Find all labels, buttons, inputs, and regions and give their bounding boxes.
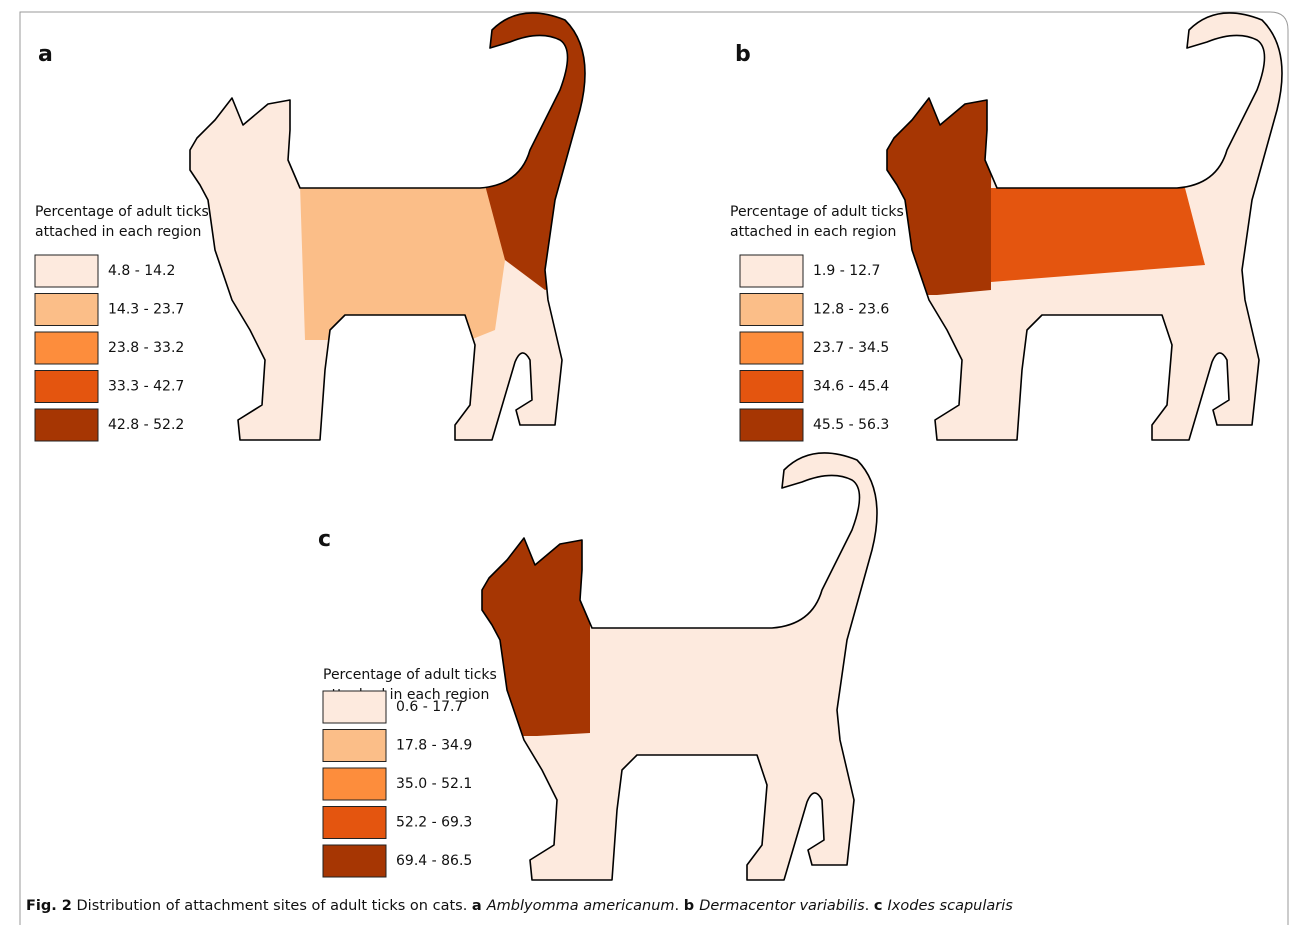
panel-label: c [318, 527, 331, 552]
legend-range: 17.8 - 34.9 [396, 738, 472, 754]
panel-label: b [735, 42, 751, 67]
legend-swatch [323, 807, 386, 839]
legend-swatch [35, 332, 98, 364]
legend-swatch [35, 371, 98, 403]
figure: a Percentage of adult ticks attached in ea… [0, 0, 1293, 925]
caption-part: b [684, 898, 699, 914]
caption-part: Dermacentor variabilis [699, 898, 865, 914]
legend-range: 1.9 - 12.7 [813, 263, 880, 279]
legend-swatch [323, 691, 386, 723]
legend-range: 0.6 - 17.7 [396, 699, 463, 715]
legend-range: 12.8 - 23.6 [813, 302, 889, 318]
caption-part: a [472, 898, 487, 914]
caption-part: Amblyomma americanum [486, 898, 675, 914]
caption: Fig. 2 Distribution of attachment sites … [26, 898, 1013, 914]
legend-range: 35.0 - 52.1 [396, 776, 472, 792]
legend-range: 33.3 - 42.7 [108, 379, 184, 395]
legend-title: Percentage of adult ticks [35, 204, 209, 220]
legend-swatch [740, 409, 803, 441]
legend-range: 45.5 - 56.3 [813, 417, 889, 433]
legend-title: Percentage of adult ticks [323, 667, 497, 683]
legend-range: 69.4 - 86.5 [396, 853, 472, 869]
legend-swatch [740, 332, 803, 364]
panel-label: a [38, 42, 53, 67]
legend-swatch [35, 409, 98, 441]
legend-swatch [35, 294, 98, 326]
legend-title: Percentage of adult ticks [730, 204, 904, 220]
cat-c [442, 440, 942, 900]
caption-part: Distribution of attachment sites of adul… [72, 898, 472, 914]
legend-range: 34.6 - 45.4 [813, 379, 889, 395]
caption-part: Fig. 2 [26, 898, 72, 914]
legend-range: 42.8 - 52.2 [108, 417, 184, 433]
legend-range: 23.8 - 33.2 [108, 340, 184, 356]
cat-b [847, 0, 1293, 460]
legend-swatch [323, 730, 386, 762]
caption-part: . [865, 898, 874, 914]
legend-swatch [740, 255, 803, 287]
legend-range: 23.7 - 34.5 [813, 340, 889, 356]
legend-swatch [740, 371, 803, 403]
caption-part: c [874, 898, 888, 914]
legend-range: 52.2 - 69.3 [396, 815, 472, 831]
caption-part: . [675, 898, 684, 914]
legend-title: attached in each region [35, 224, 201, 240]
cat-a [150, 0, 650, 460]
legend-swatch [323, 768, 386, 800]
caption-part: Ixodes scapularis [888, 898, 1014, 914]
legend-title: attached in each region [730, 224, 896, 240]
legend-swatch [323, 845, 386, 877]
legend-range: 14.3 - 23.7 [108, 302, 184, 318]
legend-swatch [740, 294, 803, 326]
legend-range: 4.8 - 14.2 [108, 263, 175, 279]
legend-swatch [35, 255, 98, 287]
